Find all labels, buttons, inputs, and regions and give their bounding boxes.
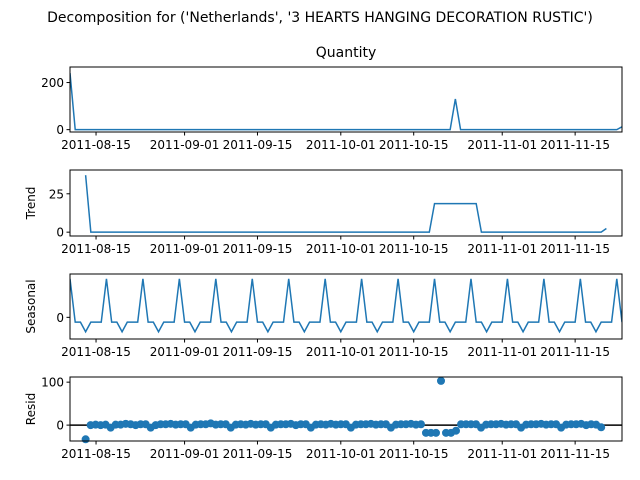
axes-frame bbox=[69, 169, 623, 237]
xtick-label: 2011-09-15 bbox=[223, 345, 293, 359]
xtick-label: 2011-10-15 bbox=[379, 447, 449, 461]
xtick-label: 2011-11-01 bbox=[467, 345, 537, 359]
xtick-label: 2011-11-01 bbox=[467, 138, 537, 152]
series-line-seasonal bbox=[70, 278, 622, 334]
ylabel-trend: Trend bbox=[24, 187, 38, 221]
ytick-label: 200 bbox=[41, 76, 64, 90]
xtick-label: 2011-10-15 bbox=[379, 242, 449, 256]
resid-point bbox=[452, 426, 461, 435]
axes-frame bbox=[69, 273, 623, 340]
ytick-label: 0 bbox=[56, 419, 64, 433]
xtick-label: 2011-11-15 bbox=[540, 345, 610, 359]
figure-suptitle: Decomposition for ('Netherlands', '3 HEA… bbox=[47, 10, 593, 26]
xtick-label: 2011-08-15 bbox=[61, 138, 131, 152]
panel-observed: 0 200 2011-08-15 2011-09-01 2011-09-15 2011-1… bbox=[41, 45, 623, 152]
panel-trend: 0 25 2011-08-15 2011-09-01 2011-09-15 2011-10… bbox=[24, 169, 623, 256]
ytick-label: 0 bbox=[56, 311, 64, 325]
xtick-label: 2011-10-01 bbox=[306, 447, 376, 461]
xtick-label: 2011-08-15 bbox=[61, 242, 131, 256]
xtick-label: 2011-09-01 bbox=[150, 242, 220, 256]
axes-frame bbox=[69, 66, 623, 133]
xtick-label: 2011-11-15 bbox=[540, 242, 610, 256]
xtick-label: 2011-11-01 bbox=[467, 447, 537, 461]
xtick-label: 2011-09-01 bbox=[150, 138, 220, 152]
ytick-label: 0 bbox=[56, 123, 64, 137]
ytick-label: 100 bbox=[41, 376, 64, 390]
xtick-label: 2011-10-01 bbox=[306, 138, 376, 152]
xtick-label: 2011-09-15 bbox=[223, 242, 293, 256]
series-line-observed bbox=[70, 73, 622, 131]
ytick-label: 0 bbox=[56, 226, 64, 240]
xtick-label: 2011-08-15 bbox=[61, 447, 131, 461]
xtick-label: 2011-09-01 bbox=[150, 345, 220, 359]
xtick-label: 2011-10-01 bbox=[306, 345, 376, 359]
axes-frame bbox=[69, 376, 623, 442]
ylabel-resid: Resid bbox=[24, 393, 38, 425]
xtick-label: 2011-09-15 bbox=[223, 447, 293, 461]
resid-point bbox=[431, 428, 440, 437]
ylabel-seasonal: Seasonal bbox=[24, 279, 38, 333]
resid-point bbox=[437, 376, 445, 385]
xtick-label: 2011-10-15 bbox=[379, 345, 449, 359]
xtick-label: 2011-10-01 bbox=[306, 242, 376, 256]
xtick-label: 2011-09-15 bbox=[223, 138, 293, 152]
axes-title: Quantity bbox=[316, 45, 377, 61]
panel-seasonal: 0 2011-08-15 2011-09-01 2011-09-15 2011-10-0… bbox=[24, 273, 623, 359]
xtick-label: 2011-10-15 bbox=[379, 138, 449, 152]
series-line-trend bbox=[84, 175, 607, 233]
xtick-label: 2011-08-15 bbox=[61, 345, 131, 359]
resid-point bbox=[81, 435, 90, 444]
xtick-label: 2011-11-15 bbox=[540, 138, 610, 152]
resid-point bbox=[597, 423, 606, 432]
resid-point bbox=[416, 420, 425, 429]
panel-resid: 0 100 2011-08-15 2011-09-01 2011-09-15 2011-1… bbox=[24, 376, 623, 461]
xtick-label: 2011-11-01 bbox=[467, 242, 537, 256]
xtick-label: 2011-09-01 bbox=[150, 447, 220, 461]
xtick-label: 2011-11-15 bbox=[540, 447, 610, 461]
ytick-label: 25 bbox=[49, 187, 64, 201]
